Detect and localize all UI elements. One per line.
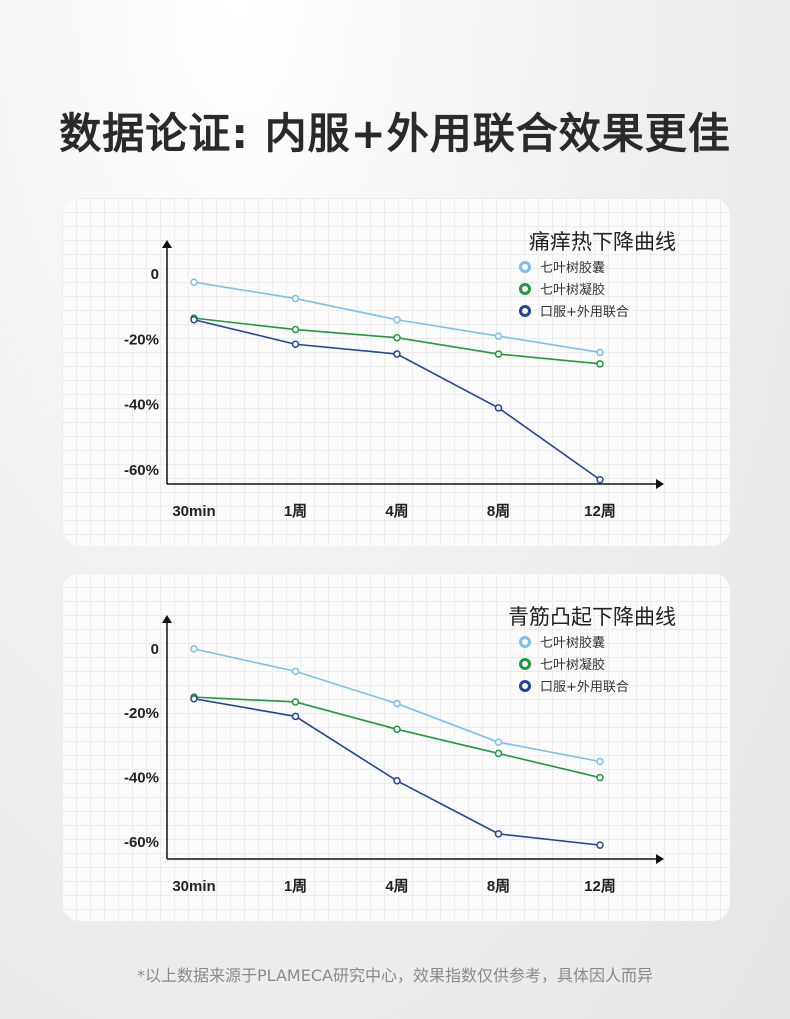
data-point <box>291 667 300 676</box>
itch-heat-line-chart: 痛痒热下降曲线 0 -20% -40% -60% 30min 1周 4周 8周 12周 七叶树胶囊七… <box>124 230 676 520</box>
legend-label: 七叶树凝胶 <box>540 657 605 673</box>
data-point <box>596 841 604 849</box>
legend-marker <box>519 305 531 317</box>
y-tick-label: -40% <box>124 770 159 787</box>
data-point <box>494 404 503 412</box>
x-tick-label: 4周 <box>385 503 408 520</box>
data-point <box>291 698 300 706</box>
chart-card-vein-bulge: 青筋凸起下降曲线 0 -20% -40% -60% 30min 1周 4周 8周 12周 七叶树胶囊… <box>62 573 730 921</box>
data-point <box>494 350 503 358</box>
y-tick-label: -20% <box>124 331 159 348</box>
x-tick-label: 1周 <box>284 878 307 895</box>
x-tick-label: 8周 <box>487 503 510 520</box>
data-point <box>291 340 300 348</box>
data-point <box>291 294 300 303</box>
series-line <box>193 697 601 846</box>
legend-marker <box>519 636 531 648</box>
data-point <box>190 694 198 703</box>
legend-label: 七叶树胶囊 <box>540 260 605 276</box>
legend-label: 七叶树凝胶 <box>540 282 605 298</box>
data-point <box>190 645 198 653</box>
legend-marker <box>519 261 531 273</box>
legend-label: 口服+外用联合 <box>540 680 629 695</box>
x-tick-label: 12周 <box>584 878 616 895</box>
data-point <box>494 749 503 758</box>
data-point <box>596 773 604 782</box>
chart-title: 青筋凸起下降曲线 <box>508 605 676 629</box>
y-tick-label: 0 <box>151 266 159 283</box>
data-point <box>393 350 401 358</box>
x-tick-label: 8周 <box>487 878 510 895</box>
x-tick-label: 30min <box>172 878 215 895</box>
vein-bulge-line-chart: 青筋凸起下降曲线 0 -20% -40% -60% 30min 1周 4周 8周 12周 七叶树胶囊… <box>124 605 676 895</box>
y-tick-label: -20% <box>124 705 159 722</box>
legend-label: 七叶树胶囊 <box>540 635 605 651</box>
data-point <box>596 348 604 357</box>
y-tick-label: -60% <box>124 462 159 479</box>
data-point <box>393 316 401 324</box>
y-axis-arrow <box>162 240 172 248</box>
x-tick-label: 1周 <box>284 503 307 520</box>
legend-marker <box>519 658 531 670</box>
data-point <box>393 777 401 785</box>
x-axis-arrow <box>656 854 664 864</box>
data-point <box>596 757 604 766</box>
data-source-footnote: *以上数据来源于PLAMECA研究中心，效果指数仅供参考，具体因人而异 <box>137 966 653 985</box>
y-axis-arrow <box>162 615 172 623</box>
page-title: 数据论证: 内服+外用联合效果更佳 <box>59 109 731 158</box>
x-axis-arrow <box>656 479 664 489</box>
y-tick-label: 0 <box>151 641 159 658</box>
chart-title: 痛痒热下降曲线 <box>529 230 676 254</box>
data-point <box>596 360 604 368</box>
legend-marker <box>519 283 531 295</box>
x-tick-label: 30min <box>172 503 215 520</box>
legend-label: 口服+外用联合 <box>540 305 629 320</box>
data-point <box>494 738 503 746</box>
data-point <box>494 830 503 838</box>
x-tick-label: 12周 <box>584 503 616 520</box>
legend-marker <box>519 680 531 692</box>
x-tick-label: 4周 <box>385 878 408 895</box>
data-point <box>291 325 300 334</box>
data-point <box>393 333 401 342</box>
chart-card-itch-heat: 痛痒热下降曲线 0 -20% -40% -60% 30min 1周 4周 8周 12周 七叶树胶囊七… <box>62 198 730 546</box>
data-point <box>190 278 198 286</box>
data-point <box>393 725 401 734</box>
data-point <box>190 316 198 324</box>
data-point <box>596 475 604 484</box>
series-line <box>193 318 601 481</box>
data-point <box>393 699 401 708</box>
data-point <box>494 332 503 340</box>
y-tick-label: -40% <box>124 397 159 414</box>
y-tick-label: -60% <box>124 834 159 851</box>
data-point <box>291 712 300 721</box>
